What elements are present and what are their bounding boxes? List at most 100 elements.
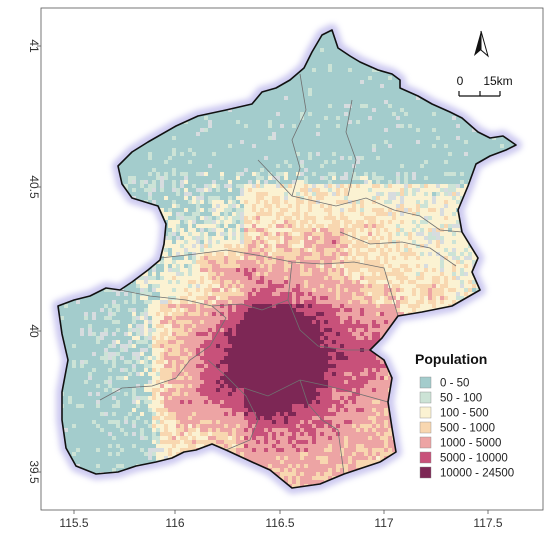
raster-cell [300, 368, 304, 372]
raster-cell [356, 276, 360, 280]
raster-cell [184, 180, 188, 184]
raster-cell [208, 332, 212, 336]
raster-cell [272, 348, 276, 352]
raster-cell [332, 240, 336, 244]
raster-cell [320, 220, 324, 224]
raster-cell [300, 352, 304, 356]
raster-cell [212, 240, 216, 244]
raster-cell [396, 268, 400, 272]
raster-cell [380, 256, 384, 260]
raster-cell [424, 292, 428, 296]
raster-cell [292, 236, 296, 240]
raster-cell [364, 272, 368, 276]
raster-cell [360, 340, 364, 344]
raster-cell [184, 252, 188, 256]
raster-cell [152, 268, 156, 272]
raster-cell [316, 332, 320, 336]
raster-cell [340, 300, 344, 304]
raster-cell [332, 348, 336, 352]
raster-cell [248, 324, 252, 328]
raster-cell [252, 172, 256, 176]
raster-cell [184, 380, 188, 384]
raster-cell [280, 200, 284, 204]
raster-cell [432, 232, 436, 236]
raster-cell [356, 236, 360, 240]
raster-cell [324, 196, 328, 200]
raster-cell [440, 212, 444, 216]
raster-cell [292, 184, 296, 188]
raster-cell [232, 284, 236, 288]
raster-cell [380, 288, 384, 292]
raster-cell [312, 364, 316, 368]
raster-cell [448, 292, 452, 296]
raster-cell [360, 368, 364, 372]
raster-cell [312, 332, 316, 336]
raster-cell [384, 212, 388, 216]
raster-cell [408, 244, 412, 248]
raster-cell [264, 364, 268, 368]
raster-cell [152, 384, 156, 388]
raster-cell [328, 304, 332, 308]
raster-cell [332, 188, 336, 192]
raster-cell [100, 336, 104, 340]
raster-cell [264, 236, 268, 240]
raster-cell [200, 236, 204, 240]
raster-cell [364, 308, 368, 312]
raster-cell [236, 260, 240, 264]
raster-cell [188, 148, 192, 152]
raster-cell [388, 200, 392, 204]
raster-cell [376, 324, 380, 328]
raster-cell [360, 344, 364, 348]
raster-cell [180, 216, 184, 220]
raster-cell [304, 168, 308, 172]
raster-cell [232, 288, 236, 292]
raster-cell [208, 272, 212, 276]
raster-cell [428, 260, 432, 264]
raster-cell [164, 248, 168, 252]
raster-cell [316, 248, 320, 252]
raster-cell [152, 364, 156, 368]
raster-cell [200, 248, 204, 252]
raster-cell [304, 236, 308, 240]
raster-cell [404, 196, 408, 200]
raster-cell [244, 228, 248, 232]
raster-cell [376, 228, 380, 232]
raster-cell [328, 320, 332, 324]
raster-cell [452, 200, 456, 204]
raster-cell [220, 248, 224, 252]
raster-cell [416, 224, 420, 228]
raster-cell [328, 336, 332, 340]
raster-cell [332, 172, 336, 176]
raster-cell [444, 228, 448, 232]
raster-cell [256, 188, 260, 192]
raster-cell [176, 244, 180, 248]
raster-cell [288, 332, 292, 336]
raster-cell [184, 172, 188, 176]
raster-cell [264, 376, 268, 380]
raster-cell [216, 312, 220, 316]
raster-cell [228, 244, 232, 248]
raster-cell [380, 192, 384, 196]
raster-cell [228, 236, 232, 240]
raster-cell [312, 68, 316, 72]
raster-cell [348, 280, 352, 284]
raster-cell [352, 328, 356, 332]
raster-cell [312, 336, 316, 340]
raster-cell [352, 228, 356, 232]
raster-cell [384, 304, 388, 308]
raster-cell [316, 308, 320, 312]
raster-cell [264, 344, 268, 348]
raster-cell [364, 244, 368, 248]
raster-cell [340, 196, 344, 200]
raster-cell [340, 288, 344, 292]
raster-cell [176, 340, 180, 344]
raster-cell [316, 304, 320, 308]
raster-cell [288, 212, 292, 216]
raster-cell [316, 292, 320, 296]
raster-cell [228, 308, 232, 312]
raster-cell [452, 300, 456, 304]
raster-cell [280, 284, 284, 288]
raster-cell [296, 204, 300, 208]
raster-cell [156, 352, 160, 356]
raster-cell [108, 344, 112, 348]
